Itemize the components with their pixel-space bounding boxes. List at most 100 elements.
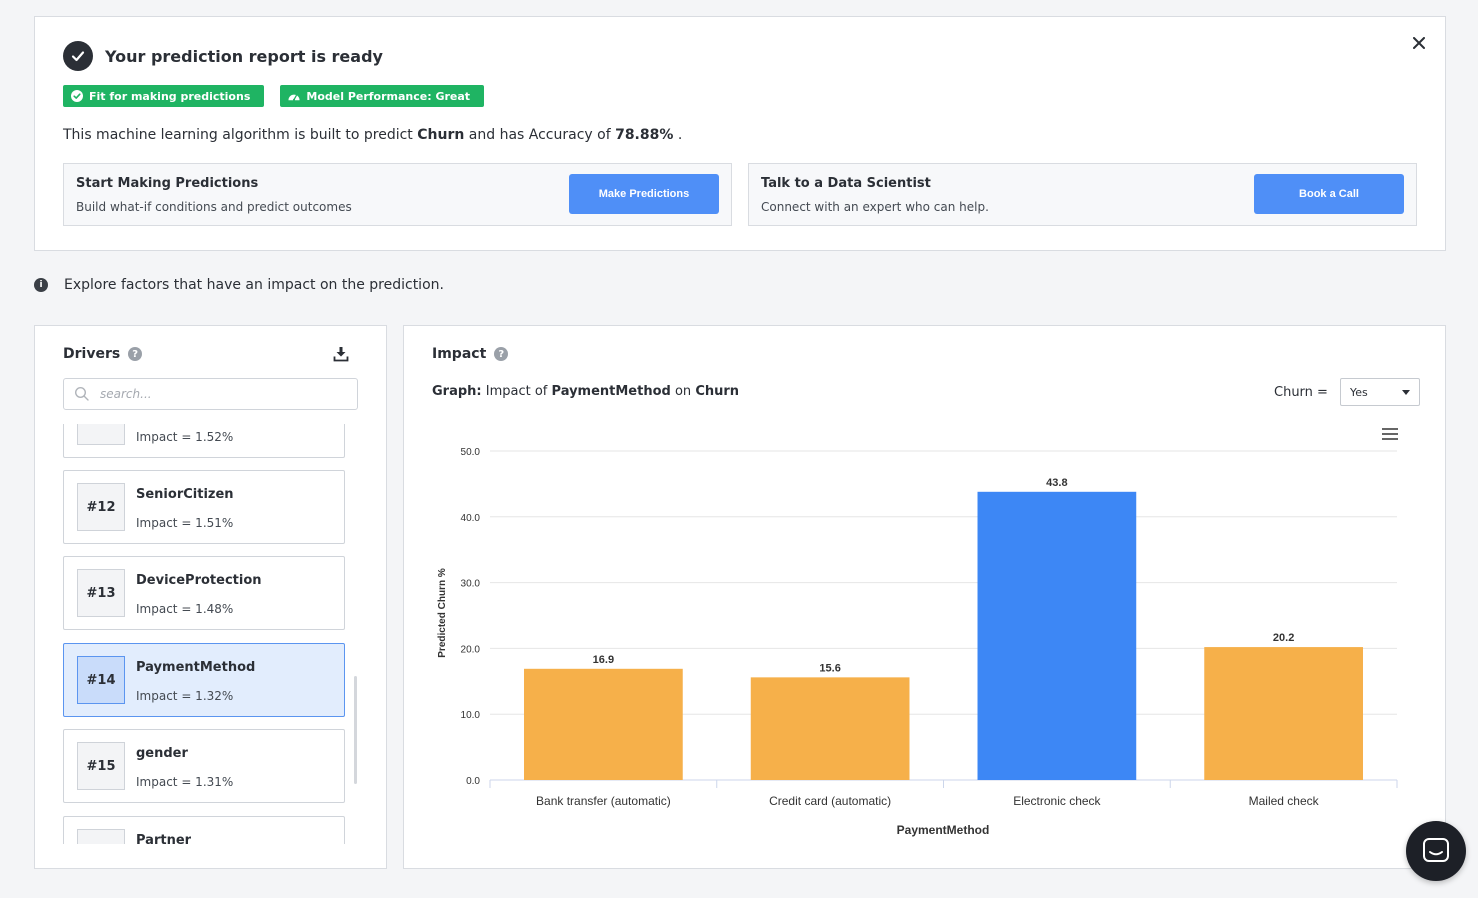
graph-target: Churn — [695, 384, 740, 399]
gauge-icon — [288, 90, 300, 102]
talk-scientist-box: Talk to a Data Scientist Connect with an… — [748, 163, 1417, 226]
start-predictions-title: Start Making Predictions — [76, 176, 259, 191]
report-description: This machine learning algorithm is built… — [63, 127, 683, 143]
chart-y-tick-label: 40.0 — [461, 513, 481, 524]
chart-x-axis-label: PaymentMethod — [897, 823, 990, 837]
chat-icon — [1423, 838, 1449, 862]
report-title: Your prediction report is ready — [105, 46, 383, 66]
driver-name: PaymentMethod — [136, 660, 256, 675]
chart-bar[interactable] — [524, 668, 683, 780]
driver-rank — [77, 424, 125, 445]
check-circle-icon — [63, 41, 93, 71]
driver-item[interactable]: Impact = 1.52% — [63, 424, 345, 458]
driver-rank: #15 — [77, 742, 125, 790]
menu-icon — [1382, 428, 1398, 440]
info-icon: i — [34, 278, 48, 292]
accuracy-value: 78.88% — [615, 127, 674, 143]
chart-x-tick-label: Bank transfer (automatic) — [536, 794, 671, 808]
driver-rank: #14 — [77, 656, 125, 704]
driver-item-gender[interactable]: #15 gender Impact = 1.31% — [63, 729, 345, 803]
download-drivers-button[interactable] — [333, 346, 351, 364]
search-icon — [74, 386, 89, 401]
chart-bars: 16.9 15.6 43.8 20.2 — [524, 477, 1363, 780]
target-name: Churn — [417, 127, 465, 143]
chart-menu-button[interactable] — [1379, 425, 1401, 443]
chart-x-tick-label: Mailed check — [1249, 794, 1320, 808]
help-icon[interactable]: ? — [494, 347, 509, 361]
graph-feature: PaymentMethod — [551, 384, 671, 399]
chart-bar[interactable] — [750, 677, 910, 780]
driver-impact: Impact = 1.48% — [136, 602, 234, 616]
explore-text: Explore factors that have an impact on t… — [64, 277, 444, 293]
chart-data-label: 16.9 — [593, 654, 614, 666]
prediction-report-card: Your prediction report is ready Fit for … — [34, 16, 1446, 251]
churn-value-select[interactable]: Yes — [1339, 378, 1420, 406]
book-call-button[interactable]: Book a Call — [1254, 174, 1404, 214]
churn-filter-label: Churn = — [1274, 384, 1328, 400]
drivers-title: Drivers — [63, 346, 121, 362]
driver-search-input[interactable] — [100, 387, 350, 401]
report-badges: Fit for making predictions Model Perform… — [63, 85, 485, 107]
chart-bar[interactable] — [1204, 647, 1363, 780]
chart-y-axis-label: Predicted Churn % — [437, 568, 448, 658]
chart-x-ticks: Bank transfer (automatic) Credit card (au… — [489, 780, 1398, 808]
impact-bar-chart: 0.0 10.0 20.0 30.0 40.0 50.0 16.9 15.6 43.8 20.2… — [437, 425, 1401, 837]
talk-scientist-subtitle: Connect with an expert who can help. — [761, 200, 989, 214]
start-predictions-box: Start Making Predictions Build what-if c… — [63, 163, 732, 226]
chart-data-label: 20.2 — [1273, 632, 1294, 644]
drivers-header: Drivers ? — [63, 346, 143, 362]
close-report-button[interactable] — [1407, 31, 1431, 55]
driver-search — [63, 378, 358, 410]
make-predictions-button[interactable]: Make Predictions — [569, 174, 719, 214]
fit-badge-label: Fit for making predictions — [89, 89, 251, 103]
explore-hint: i Explore factors that have an impact on… — [34, 277, 444, 293]
impact-panel: Impact ? Graph: Impact of PaymentMethod … — [403, 325, 1446, 869]
driver-item-seniorcitizen[interactable]: #12 SeniorCitizen Impact = 1.51% — [63, 470, 345, 544]
driver-rank: #12 — [77, 483, 125, 531]
help-icon[interactable]: ? — [128, 347, 143, 361]
performance-badge: Model Performance: Great — [280, 85, 485, 107]
driver-name: SeniorCitizen — [136, 487, 234, 502]
driver-name: gender — [136, 746, 188, 761]
driver-list-scrollbar[interactable] — [354, 676, 357, 784]
performance-badge-label: Model Performance: Great — [306, 89, 471, 103]
driver-rank: #13 — [77, 569, 125, 617]
fit-badge: Fit for making predictions — [63, 85, 265, 107]
drivers-panel: Drivers ? Impact = 1.52% #12 SeniorCitiz… — [34, 325, 387, 869]
impact-header: Impact ? — [432, 346, 509, 362]
driver-impact: Impact = 1.31% — [136, 775, 234, 789]
chart-y-tick-label: 30.0 — [461, 579, 481, 590]
chart-data-label: 15.6 — [819, 662, 840, 674]
start-predictions-subtitle: Build what-if conditions and predict out… — [76, 200, 352, 214]
driver-impact: Impact = 1.32% — [136, 689, 234, 703]
driver-list: Impact = 1.52% #12 SeniorCitizen Impact … — [63, 424, 353, 844]
chart-y-tick-label: 10.0 — [461, 710, 481, 721]
chart-x-tick-label: Credit card (automatic) — [769, 794, 891, 808]
driver-item-deviceprotection[interactable]: #13 DeviceProtection Impact = 1.48% — [63, 556, 345, 630]
chart-x-tick-label: Electronic check — [1013, 794, 1101, 808]
driver-item-partner[interactable]: Partner — [63, 816, 345, 844]
graph-caption: Graph: Impact of PaymentMethod on Churn — [432, 384, 740, 399]
driver-impact: Impact = 1.51% — [136, 516, 234, 530]
chart-y-ticks: 0.0 10.0 20.0 30.0 40.0 50.0 — [461, 447, 481, 787]
chart-data-label: 43.8 — [1046, 477, 1067, 489]
talk-scientist-title: Talk to a Data Scientist — [761, 176, 931, 191]
close-icon — [1413, 37, 1425, 49]
driver-name: Partner — [136, 833, 192, 844]
driver-rank — [77, 829, 125, 844]
driver-item-paymentmethod[interactable]: #14 PaymentMethod Impact = 1.32% — [63, 643, 345, 717]
caret-down-icon — [1401, 389, 1410, 395]
chart-y-tick-label: 50.0 — [461, 447, 481, 458]
churn-selected-value: Yes — [1349, 385, 1368, 399]
impact-title: Impact — [432, 346, 487, 362]
churn-filter: Churn = Yes — [1274, 378, 1420, 406]
chart-y-tick-label: 20.0 — [461, 644, 481, 655]
check-circle-icon — [71, 90, 83, 102]
driver-name: DeviceProtection — [136, 573, 262, 588]
report-header: Your prediction report is ready — [63, 41, 383, 71]
chart-y-tick-label: 0.0 — [466, 776, 480, 787]
driver-impact: Impact = 1.52% — [136, 430, 234, 444]
chat-launcher-button[interactable] — [1406, 821, 1466, 881]
download-icon — [333, 347, 349, 362]
chart-bar[interactable] — [977, 491, 1137, 780]
